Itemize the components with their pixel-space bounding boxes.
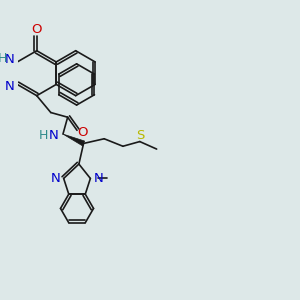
Text: S: S <box>136 128 145 142</box>
Text: O: O <box>77 126 88 139</box>
Text: N: N <box>50 172 60 185</box>
Text: N: N <box>5 80 15 93</box>
Text: N: N <box>5 53 15 66</box>
Text: N: N <box>94 172 104 185</box>
Text: H: H <box>39 129 48 142</box>
Text: H: H <box>0 52 8 65</box>
Text: N: N <box>49 129 58 142</box>
Text: O: O <box>32 23 42 36</box>
Polygon shape <box>63 134 85 146</box>
